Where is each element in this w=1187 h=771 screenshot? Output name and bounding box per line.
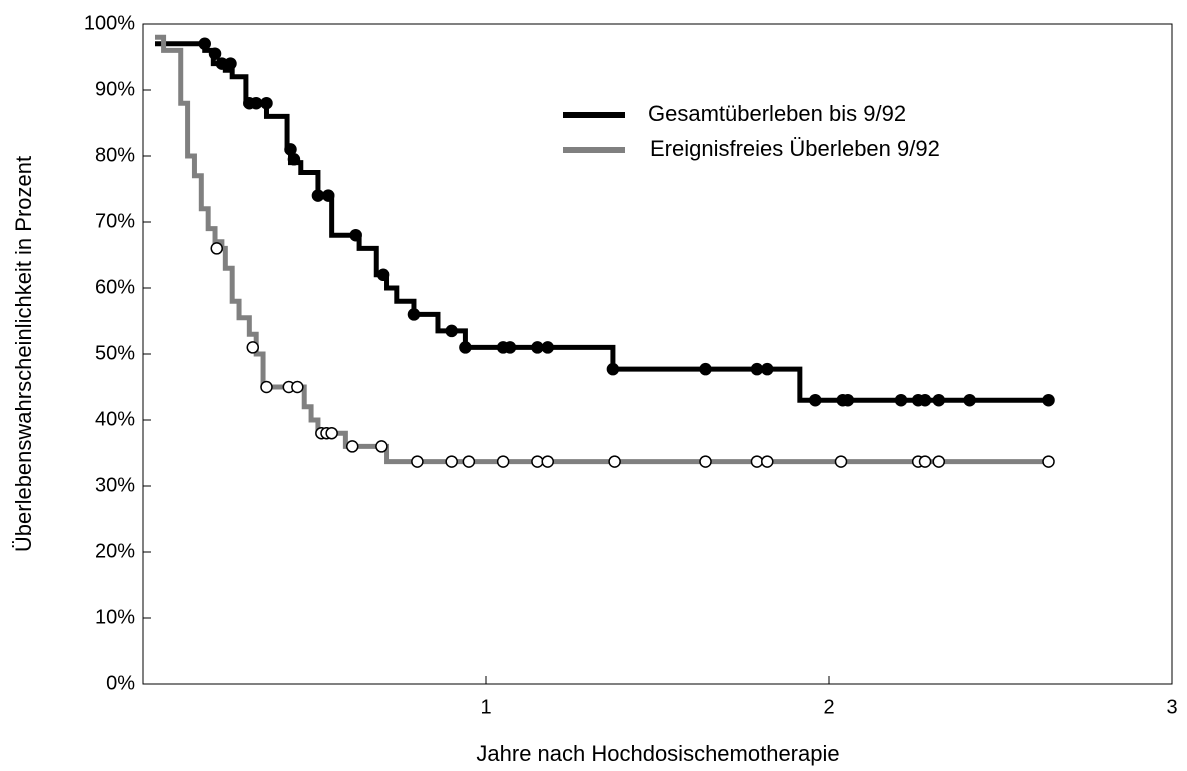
censor-marker — [608, 455, 621, 468]
censor-marker — [531, 455, 544, 468]
censor-marker — [750, 455, 764, 468]
y-tick-label: 10% — [95, 606, 135, 628]
censor-marker — [224, 57, 237, 70]
censor-marker — [750, 362, 764, 376]
censor-marker — [963, 393, 976, 407]
censor-marker — [894, 393, 908, 407]
y-tick-label: 80% — [95, 144, 135, 166]
censor-marker — [407, 308, 421, 321]
censor-marker — [503, 341, 517, 354]
censor-marker — [932, 455, 946, 468]
y-tick-label: 90% — [95, 78, 135, 100]
x-tick-label: 3 — [1166, 696, 1177, 718]
censor-marker — [531, 341, 544, 354]
y-tick-label: 60% — [95, 276, 135, 298]
y-tick-label: 70% — [95, 210, 135, 232]
censor-marker — [1042, 393, 1055, 407]
censor-marker — [459, 341, 472, 354]
y-tick-label: 40% — [95, 408, 135, 430]
censor-marker — [761, 362, 774, 376]
censor-marker — [841, 393, 855, 407]
censor-marker — [462, 455, 476, 468]
censor-marker — [496, 455, 510, 468]
x-tick-label: 1 — [480, 696, 491, 718]
censor-marker — [325, 426, 338, 440]
survival-line — [155, 34, 1049, 465]
censor-marker — [260, 96, 273, 110]
censor-marker — [834, 455, 848, 468]
censor-marker — [291, 380, 304, 394]
censor-marker — [761, 455, 774, 468]
censor-marker — [210, 242, 223, 255]
legend-label: Ereignisfreies Überleben 9/92 — [650, 136, 940, 161]
censor-marker — [606, 362, 620, 376]
censor-marker — [249, 96, 263, 110]
survival-line — [155, 41, 1049, 403]
censor-marker — [699, 455, 712, 468]
y-tick-label: 20% — [95, 540, 135, 562]
censor-marker — [349, 228, 362, 242]
y-tick-label: 100% — [84, 12, 135, 34]
censor-marker — [541, 455, 554, 468]
censor-marker — [541, 341, 554, 354]
x-tick-label: 2 — [823, 696, 834, 718]
censor-marker — [208, 47, 222, 60]
y-tick-label: 0% — [106, 672, 135, 694]
censor-marker — [445, 455, 458, 468]
censor-marker — [918, 455, 932, 468]
censor-marker — [260, 380, 273, 394]
censor-marker — [445, 324, 458, 338]
x-axis-label: Jahre nach Hochdosischemotherapie — [476, 741, 839, 766]
censor-marker — [918, 393, 932, 407]
censor-marker — [809, 393, 822, 407]
censor-marker — [246, 341, 260, 354]
y-tick-label: 30% — [95, 474, 135, 496]
y-axis-label: Überlebenswahrscheinlichkeit in Prozent — [11, 156, 36, 552]
censor-marker — [345, 440, 359, 453]
censor-marker — [1042, 455, 1055, 468]
censor-marker — [375, 440, 388, 453]
censor-marker — [198, 37, 211, 51]
censor-marker — [699, 362, 712, 376]
censor-marker — [321, 189, 335, 202]
legend-label: Gesamtüberleben bis 9/92 — [648, 101, 906, 126]
censor-marker — [932, 393, 946, 407]
censor-marker — [311, 189, 325, 202]
censor-marker — [411, 455, 424, 468]
censor-marker — [376, 268, 390, 282]
censor-marker — [287, 153, 301, 166]
y-tick-label: 50% — [95, 342, 135, 364]
